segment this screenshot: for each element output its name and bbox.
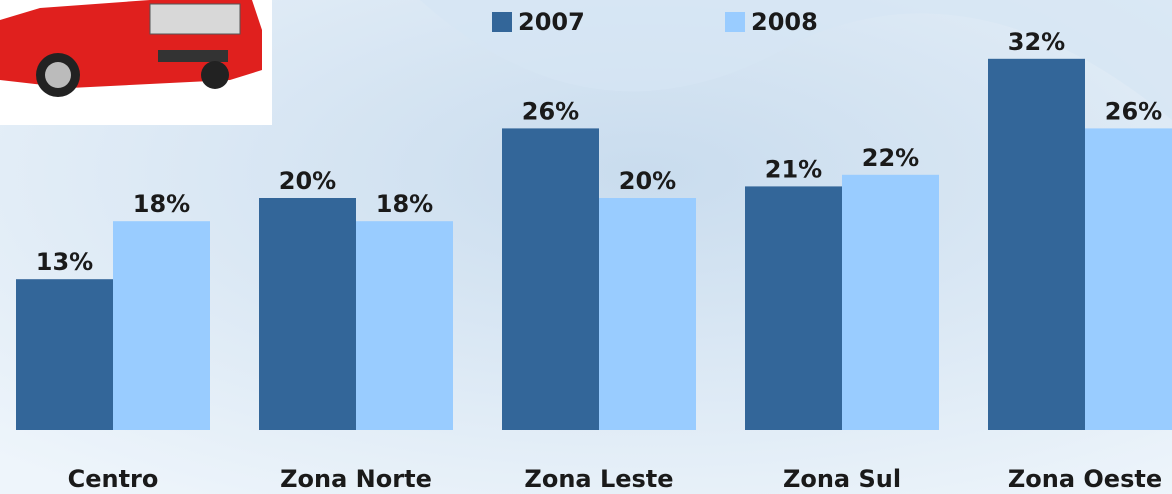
value-label: 22%: [862, 144, 919, 172]
value-label: 20%: [279, 167, 336, 195]
x-tick-label: Zona Norte: [280, 465, 432, 493]
x-tick-label: Zona Oeste: [1008, 465, 1162, 493]
value-label: 26%: [522, 97, 579, 125]
bar: [842, 175, 939, 430]
bar: [988, 59, 1085, 430]
car-picture: [0, 0, 272, 125]
bar: [745, 186, 842, 430]
value-label: 26%: [1105, 97, 1162, 125]
value-label: 20%: [619, 167, 676, 195]
x-tick-label: Zona Leste: [524, 465, 673, 493]
bar: [1085, 128, 1172, 430]
legend-label: 2008: [751, 8, 818, 36]
value-label: 32%: [1008, 28, 1065, 56]
value-label: 18%: [133, 190, 190, 218]
bar: [599, 198, 696, 430]
x-tick-label: Centro: [68, 465, 159, 493]
legend-swatch: [492, 12, 512, 32]
bar: [356, 221, 453, 430]
x-tick-label: Zona Sul: [783, 465, 901, 493]
bar: [259, 198, 356, 430]
legend-label: 2007: [518, 8, 585, 36]
value-label: 21%: [765, 155, 822, 183]
legend-swatch: [725, 12, 745, 32]
value-label: 13%: [36, 248, 93, 276]
chart: 2007 2008 Centro 13% 18% Zona Norte 20% 18% Zona…: [0, 0, 1172, 494]
bar: [502, 128, 599, 430]
bar: [16, 279, 113, 430]
value-label: 18%: [376, 190, 433, 218]
bar: [113, 221, 210, 430]
